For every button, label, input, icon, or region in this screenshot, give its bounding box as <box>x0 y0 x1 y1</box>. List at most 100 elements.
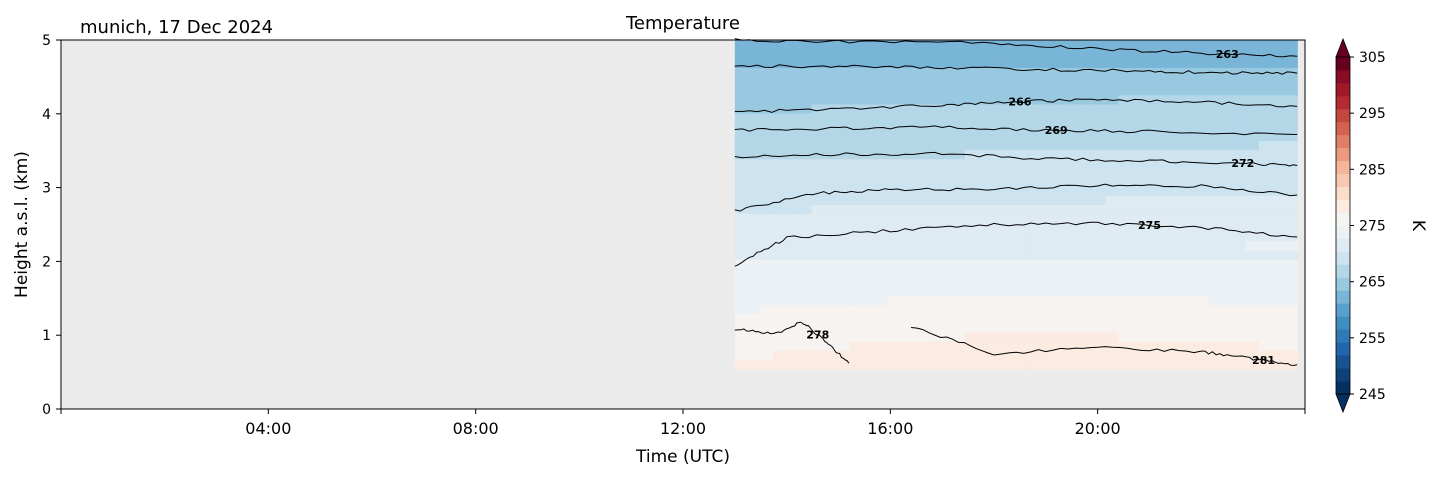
temperature-cell <box>1143 240 1158 251</box>
temperature-cell <box>977 268 992 278</box>
temperature-cell <box>1067 176 1081 187</box>
temperature-cell <box>926 49 940 59</box>
temperature-cell <box>1194 76 1209 87</box>
temperature-cell <box>900 40 915 50</box>
temperature-cell <box>1169 58 1183 68</box>
temperature-cell <box>1041 103 1055 114</box>
temperature-cell <box>1067 268 1081 278</box>
temperature-cell <box>1118 341 1132 351</box>
temperature-cell <box>939 85 953 96</box>
temperature-cell <box>849 231 864 242</box>
temperature-cell <box>990 304 1004 315</box>
temperature-cell <box>952 49 966 59</box>
temperature-cell <box>964 131 979 141</box>
temperature-cell <box>1041 85 1055 96</box>
temperature-cell <box>1105 359 1119 370</box>
temperature-cell <box>939 222 953 233</box>
temperature-cell <box>1271 149 1286 160</box>
temperature-cell <box>747 331 761 342</box>
temperature-cell <box>1003 112 1017 123</box>
temperature-cell <box>1016 67 1030 78</box>
temperature-cell <box>1041 304 1055 315</box>
temperature-cell <box>900 277 915 287</box>
temperature-cell <box>926 122 940 132</box>
temperature-cell <box>875 258 889 269</box>
temperature-cell <box>926 295 940 306</box>
temperature-cell <box>760 277 774 287</box>
temperature-cell <box>1067 185 1081 196</box>
temperature-cell <box>811 268 825 278</box>
temperature-cell <box>1105 112 1119 123</box>
temperature-cell <box>785 295 800 306</box>
temperature-cell <box>862 222 877 233</box>
temperature-cell <box>747 67 761 78</box>
temperature-cell <box>875 350 889 360</box>
temperature-cell <box>1016 277 1030 287</box>
temperature-cell <box>1156 322 1171 333</box>
temperature-cell <box>952 350 966 360</box>
temperature-cell <box>875 195 889 205</box>
temperature-cell <box>1092 76 1107 87</box>
temperature-cell <box>798 350 813 360</box>
temperature-cell <box>1246 140 1260 151</box>
temperature-cell <box>1067 149 1081 160</box>
temperature-cell <box>900 49 915 59</box>
temperature-cell <box>837 185 851 196</box>
temperature-cell <box>1220 58 1234 68</box>
temperature-cell <box>824 158 838 169</box>
temperature-cell <box>824 40 838 50</box>
temperature-cell <box>837 286 851 297</box>
temperature-cell <box>1131 222 1145 233</box>
temperature-cell <box>1207 295 1222 306</box>
temperature-cell <box>952 76 966 87</box>
temperature-cell <box>811 350 825 360</box>
temperature-cell <box>888 204 902 214</box>
temperature-cell <box>1041 213 1055 224</box>
temperature-cell <box>888 158 902 169</box>
temperature-cell <box>1143 268 1158 278</box>
temperature-cell <box>1067 350 1081 360</box>
temperature-cell <box>837 240 851 251</box>
contour-line-263 <box>734 38 1298 58</box>
temperature-cell <box>1143 204 1158 214</box>
temperature-cell <box>1105 258 1119 269</box>
temperature-cell <box>1271 94 1286 105</box>
temperature-cell <box>1079 112 1094 123</box>
temperature-cell <box>964 195 979 205</box>
temperature-cell <box>785 268 800 278</box>
temperature-cell <box>977 304 992 315</box>
temperature-cell <box>1169 240 1183 251</box>
temperature-cell <box>1028 295 1043 306</box>
temperature-cell <box>1118 112 1132 123</box>
temperature-cell <box>837 103 851 114</box>
temperature-cell <box>1156 213 1171 224</box>
temperature-cell <box>747 341 761 351</box>
temperature-cell <box>811 122 825 132</box>
temperature-cell <box>1220 240 1234 251</box>
temperature-cell <box>1131 350 1145 360</box>
temperature-cell <box>1054 85 1068 96</box>
temperature-cell <box>798 286 813 297</box>
temperature-cell <box>1092 185 1107 196</box>
temperature-cell <box>849 222 864 233</box>
temperature-cell <box>1233 322 1247 333</box>
temperature-cell <box>964 331 979 342</box>
temperature-cell <box>1079 359 1094 370</box>
temperature-cell <box>1041 313 1055 324</box>
temperature-cell <box>837 249 851 260</box>
temperature-cell <box>1067 58 1081 68</box>
temperature-cell <box>734 213 749 224</box>
temperature-cell <box>760 249 774 260</box>
temperature-cell <box>1016 94 1030 105</box>
temperature-cell <box>888 222 902 233</box>
temperature-cell <box>1105 140 1119 151</box>
temperature-cell <box>926 167 940 178</box>
temperature-cell <box>1003 195 1017 205</box>
temperature-cell <box>1118 231 1132 242</box>
temperature-cell <box>1182 85 1196 96</box>
temperature-cell <box>1118 140 1132 151</box>
temperature-cell <box>913 103 928 114</box>
temperature-cell <box>888 322 902 333</box>
temperature-cell <box>1246 350 1260 360</box>
temperature-cell <box>773 331 787 342</box>
